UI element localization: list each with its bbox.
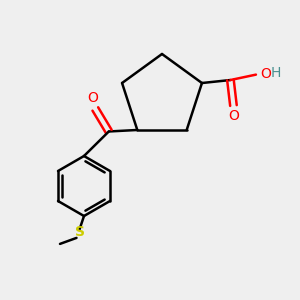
- Text: O: O: [87, 91, 98, 105]
- Text: H: H: [271, 66, 281, 80]
- Text: O: O: [228, 109, 239, 123]
- Text: O: O: [260, 67, 271, 81]
- Text: S: S: [74, 226, 85, 239]
